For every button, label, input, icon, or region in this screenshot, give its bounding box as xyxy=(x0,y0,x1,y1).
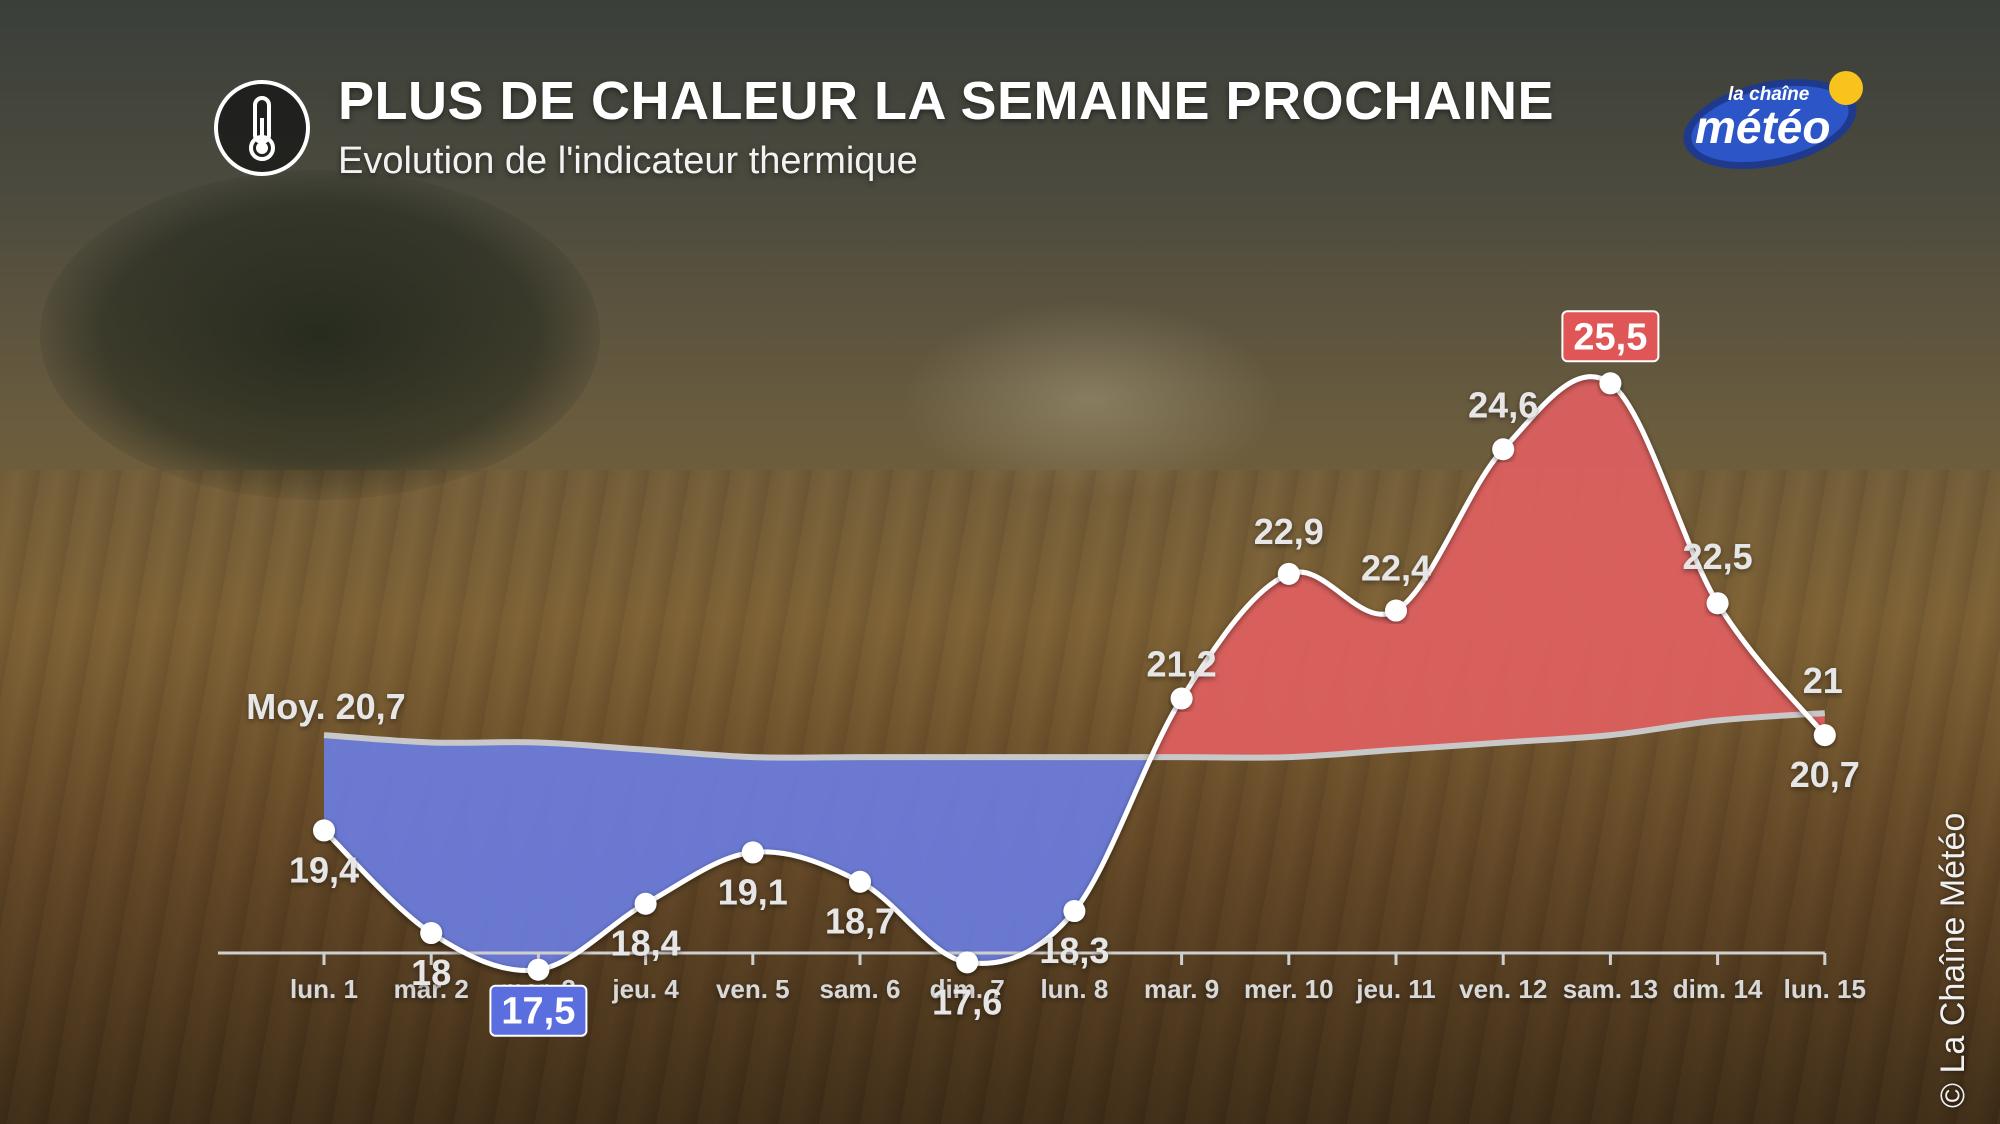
normal-start-label: Moy. 20,7 xyxy=(246,686,405,727)
data-label: 22,9 xyxy=(1254,511,1324,552)
x-axis-tick-label: dim. 14 xyxy=(1673,974,1763,1004)
above-normal-area xyxy=(1152,376,1825,758)
data-point xyxy=(1385,599,1407,622)
x-axis-tick-label: lun. 1 xyxy=(290,974,358,1004)
data-label: 17,5 xyxy=(501,991,575,1033)
la-chaine-meteo-logo xyxy=(1683,71,1863,169)
x-axis-tick-label: ven. 12 xyxy=(1459,974,1547,1004)
data-label: 20,7 xyxy=(1790,754,1860,795)
data-point xyxy=(634,892,657,915)
normal-line xyxy=(323,710,1826,761)
data-label: 19,1 xyxy=(718,871,788,912)
x-axis-tick-label: lun. 8 xyxy=(1040,974,1108,1004)
x-axis-tick-label: ven. 5 xyxy=(716,974,790,1004)
x-axis-tick-label: mar. 9 xyxy=(1144,974,1219,1004)
data-label: 17,6 xyxy=(932,981,1002,1022)
data-point xyxy=(956,951,979,974)
data-point xyxy=(1277,562,1300,585)
data-label: 18 xyxy=(411,952,451,993)
data-point xyxy=(1170,687,1193,710)
data-point xyxy=(313,819,335,842)
copyright-text: © La Chaîne Météo xyxy=(1934,812,1972,1108)
data-point xyxy=(1813,724,1836,747)
data-point xyxy=(1599,372,1622,395)
data-label: 18,7 xyxy=(825,901,895,942)
data-label: 25,5 xyxy=(1573,316,1647,358)
data-point xyxy=(420,922,443,945)
x-axis-tick-label: sam. 13 xyxy=(1563,974,1658,1004)
logo-text-small: la chaîne xyxy=(1728,84,1810,105)
x-axis-tick-label: sam. 6 xyxy=(820,974,901,1004)
data-label: 18,4 xyxy=(611,923,681,964)
max-value-badge xyxy=(1561,310,1660,363)
background-tree xyxy=(40,170,600,500)
data-label: 21,2 xyxy=(1147,643,1217,684)
chart-title: PLUS DE CHALEUR LA SEMAINE PROCHAINE xyxy=(338,71,1555,131)
chart-subtitle: Evolution de l'indicateur thermique xyxy=(338,140,918,182)
data-point xyxy=(1492,438,1515,461)
background-sun-glow xyxy=(900,300,1280,500)
x-axis-tick-label: mer. 10 xyxy=(1244,974,1334,1004)
data-point xyxy=(741,841,764,864)
x-axis-tick-label: mar. 2 xyxy=(394,974,469,1004)
logo-text-big: météo xyxy=(1695,101,1831,153)
x-axis-tick-label: dim. 7 xyxy=(930,974,1005,1004)
data-label: 22,5 xyxy=(1683,536,1753,577)
x-axis-tick-label: jeu. 4 xyxy=(611,974,679,1004)
data-label: 24,6 xyxy=(1468,384,1538,425)
data-label: 18,3 xyxy=(1039,930,1109,971)
min-value-badge xyxy=(489,984,588,1037)
x-axis-tick-label: lun. 15 xyxy=(1784,974,1866,1004)
data-label: 19,4 xyxy=(289,849,359,890)
data-point xyxy=(1706,592,1729,615)
thermometer-icon xyxy=(214,80,310,176)
data-point xyxy=(849,870,871,893)
data-point xyxy=(1063,900,1086,923)
sun-icon xyxy=(1829,71,1863,105)
normal-end-label: 21 xyxy=(1803,660,1843,701)
x-axis-tick-label: jeu. 11 xyxy=(1355,974,1436,1004)
data-point xyxy=(527,958,550,981)
data-label: 22,4 xyxy=(1361,548,1431,589)
